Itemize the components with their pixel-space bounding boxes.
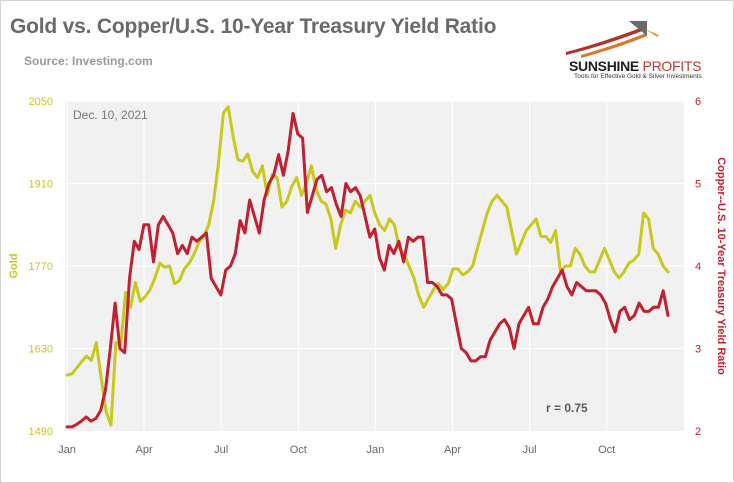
series-lines — [65, 105, 670, 429]
x-tick-label: Apr — [444, 444, 461, 456]
x-tick-label: Oct — [290, 444, 307, 456]
y-right-tick-label: 6 — [695, 96, 701, 108]
gold-series-line — [65, 105, 670, 427]
x-tick-label: Jul — [214, 444, 228, 456]
x-tick-label: Apr — [136, 444, 153, 456]
logo-name: SUNSHINE PROFITS — [569, 58, 702, 74]
y-right-tick-label: 5 — [695, 179, 701, 191]
y-right-tick-label: 3 — [695, 344, 701, 356]
swoosh-logo-icon — [566, 21, 659, 58]
y-right-tick-label: 2 — [695, 426, 701, 438]
gridlines — [65, 100, 684, 431]
y-right-tick-label: 4 — [695, 261, 701, 273]
y-left-tick-label: 1770 — [29, 261, 53, 273]
y-left-tick-label: 1490 — [29, 426, 53, 438]
x-tick-label: Jan — [367, 444, 385, 456]
x-tick-label: Jul — [523, 444, 537, 456]
y-axis-right-label: Copper--U.S. 10-Year Treasury Yield Rati… — [715, 157, 727, 375]
correlation-annotation: r = 0.75 — [546, 401, 588, 415]
ratio-series-line — [65, 111, 670, 429]
x-tick-label: Jan — [58, 444, 76, 456]
right-axis-ticks: 2 3 4 5 6 — [695, 96, 701, 438]
y-left-tick-label: 1630 — [29, 344, 53, 356]
sunshine-profits-logo: SUNSHINE PROFITS Tools for Effective Gol… — [561, 15, 721, 81]
y-axis-left-label: Gold — [8, 253, 20, 278]
logo-tagline: Tools for Effective Gold & Silver Invest… — [574, 73, 702, 80]
y-left-tick-label: 2050 — [29, 96, 53, 108]
date-annotation: Dec. 10, 2021 — [73, 108, 148, 122]
y-left-tick-label: 1910 — [29, 179, 53, 191]
x-axis-ticks: Jan Apr Jul Oct Jan Apr Jul Oct — [58, 444, 615, 456]
chart-source: Source: Investing.com — [24, 54, 153, 68]
x-tick-label: Oct — [598, 444, 615, 456]
left-axis-ticks: 1490 1630 1770 1910 2050 — [29, 96, 53, 438]
chart-title: Gold vs. Copper/U.S. 10-Year Treasury Yi… — [10, 15, 497, 38]
